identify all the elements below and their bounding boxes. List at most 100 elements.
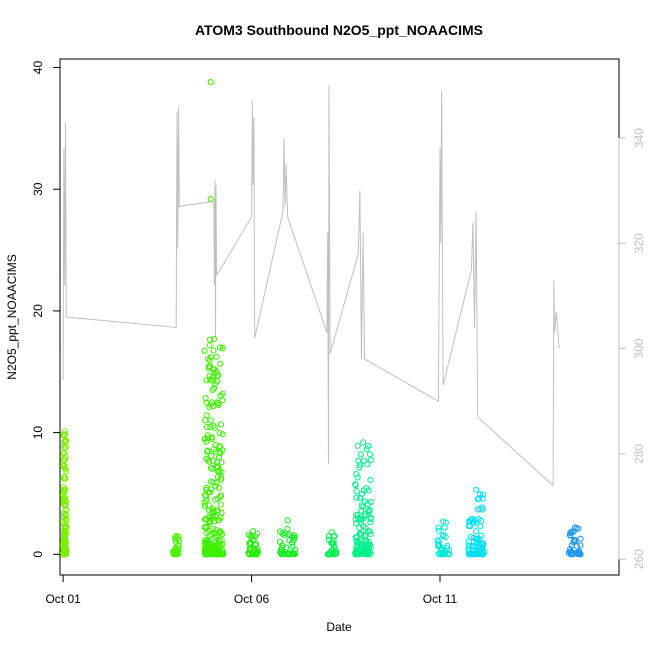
- data-point: [330, 540, 337, 547]
- data-point: [210, 530, 217, 537]
- data-point: [567, 531, 574, 539]
- data-point: [61, 449, 68, 456]
- data-point: [474, 536, 481, 543]
- data-point: [435, 538, 442, 545]
- data-point: [567, 529, 574, 537]
- data-point: [61, 431, 68, 438]
- data-point: [171, 551, 178, 558]
- data-point: [478, 504, 485, 511]
- data-point: [573, 543, 581, 550]
- data-point: [216, 429, 223, 436]
- data-point: [205, 527, 212, 535]
- data-point: [217, 501, 224, 508]
- data-point: [435, 524, 442, 531]
- axes-layer: Oct 01 Oct 06 Oct 11 0 10 20 30 40 260 280 300 320 3…: [31, 61, 646, 606]
- data-point: [205, 539, 212, 546]
- data-point: [567, 551, 574, 558]
- data-point: [328, 539, 335, 547]
- y2-tick-label-0: 260: [632, 549, 646, 569]
- data-point: [366, 451, 373, 458]
- data-point: [479, 491, 486, 498]
- data-point: [279, 544, 286, 552]
- y-tick-label-2: 20: [31, 304, 45, 318]
- data-point: [246, 545, 253, 552]
- data-point: [210, 373, 217, 380]
- data-point: [440, 518, 447, 525]
- data-point: [213, 463, 220, 470]
- data-point: [361, 498, 368, 505]
- data-point: [282, 530, 289, 537]
- data-point: [476, 491, 483, 498]
- data-point: [283, 544, 290, 551]
- data-point: [61, 523, 69, 530]
- data-point: [357, 451, 364, 458]
- data-point: [356, 464, 363, 471]
- data-point: [173, 551, 180, 558]
- data-point: [469, 543, 476, 550]
- data-point: [353, 538, 361, 545]
- data-point: [364, 461, 371, 468]
- data-point: [215, 485, 223, 492]
- data-point: [358, 490, 366, 497]
- data-point: [208, 435, 215, 442]
- y-tick-label-3: 30: [31, 182, 45, 196]
- data-point: [209, 386, 216, 393]
- data-point: [202, 417, 209, 424]
- data-point: [217, 392, 224, 399]
- data-point: [367, 457, 374, 464]
- x-axis-label: Date: [326, 620, 352, 634]
- data-point: [62, 486, 69, 493]
- data-point: [360, 457, 367, 464]
- data-point: [63, 517, 70, 524]
- data-point: [290, 550, 297, 557]
- y-tick-label-1: 10: [31, 426, 45, 440]
- data-point: [356, 530, 363, 537]
- data-point: [365, 443, 372, 450]
- data-point: [476, 542, 483, 550]
- data-point: [360, 439, 367, 446]
- data-point: [175, 542, 182, 549]
- y2-tick-label-2: 300: [632, 338, 646, 358]
- data-point: [210, 457, 217, 464]
- data-point: [465, 542, 473, 549]
- data-point: [571, 524, 579, 531]
- data-point: [62, 475, 69, 482]
- data-point: [216, 543, 223, 550]
- data-point: [577, 542, 584, 549]
- data-point: [209, 377, 216, 384]
- data-point: [60, 501, 67, 508]
- data-point: [360, 523, 367, 530]
- data-point: [207, 195, 214, 203]
- data-point: [216, 468, 223, 475]
- data-point: [203, 455, 210, 462]
- data-point: [367, 498, 374, 506]
- data-point: [61, 455, 68, 462]
- data-point: [207, 401, 214, 408]
- data-point: [60, 509, 67, 517]
- data-point: [362, 510, 369, 518]
- chart-title: ATOM3 Southbound N2O5_ppt_NOAACIMS: [195, 22, 483, 38]
- data-point: [441, 524, 448, 531]
- data-point: [286, 537, 293, 544]
- data-point: [279, 530, 286, 537]
- data-point: [214, 458, 221, 465]
- x-tick-label-1: Oct 06: [234, 592, 270, 606]
- data-point: [212, 448, 219, 455]
- secondary-series-line: [62, 85, 560, 487]
- data-point: [354, 474, 361, 481]
- x-tick-label-2: Oct 11: [423, 592, 458, 606]
- data-point: [474, 496, 481, 503]
- data-point: [470, 534, 477, 541]
- data-point: [219, 344, 226, 351]
- y2-tick-label-4: 340: [632, 128, 646, 148]
- data-point: [207, 551, 215, 558]
- data-point: [213, 399, 220, 406]
- data-point: [206, 342, 213, 349]
- data-point: [217, 344, 224, 351]
- data-point: [206, 357, 213, 364]
- data-point: [175, 533, 182, 540]
- data-point: [367, 476, 374, 483]
- data-point: [354, 511, 361, 519]
- data-point: [353, 494, 360, 501]
- y-tick-label-0: 0: [31, 551, 45, 558]
